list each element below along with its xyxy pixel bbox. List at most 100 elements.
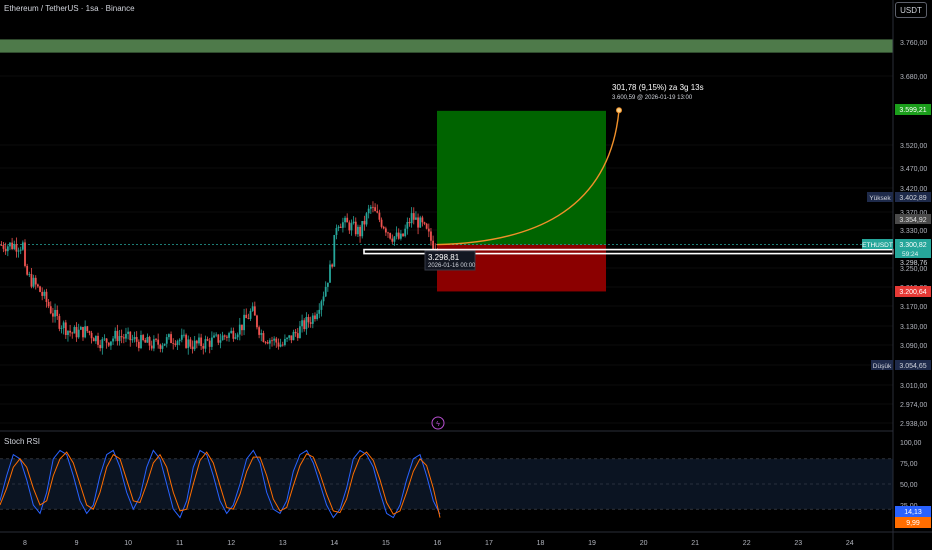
candle-body [318, 309, 321, 314]
price-tick-label: 3.250,00 [900, 266, 927, 273]
candle-body [97, 335, 99, 345]
high-tag [867, 192, 893, 202]
time-axis[interactable]: 8 9 10 11 12 13 14 15 16 17 18 19 20 21 22 23 24 [23, 540, 854, 547]
candle-body [19, 249, 22, 251]
stop-price-text: 3.200,64 [899, 289, 926, 296]
candle-body [365, 213, 368, 225]
candle-body [185, 334, 187, 348]
time-tick-label: 12 [227, 540, 235, 547]
rsi-title[interactable]: Stoch RSI [4, 437, 41, 446]
candle-body [333, 235, 336, 267]
crosshair-label: 3.298,81 2026-01-16 00:00 [424, 250, 476, 271]
candles-layer [0, 201, 439, 355]
candle-body [187, 339, 190, 348]
candle-body [389, 233, 392, 239]
candle-body [161, 345, 164, 349]
chart-title[interactable]: Ethereum / TetherUS · 1sa · Binance [4, 4, 135, 13]
high-price-text: 3.402,89 [899, 195, 926, 202]
candle-body [363, 221, 366, 225]
rsi-k-text: 14,13 [904, 509, 922, 516]
projection-dot[interactable] [616, 107, 622, 114]
marker-price-text: 3.354,92 [899, 217, 926, 224]
candle-body [6, 246, 9, 252]
candle-body [412, 213, 415, 220]
candle-body [157, 339, 160, 345]
candle-body [241, 324, 243, 331]
candle-body [421, 217, 424, 223]
candle-body [273, 338, 276, 341]
candle-body [193, 340, 196, 350]
candle-body [131, 339, 134, 341]
candle-body [142, 335, 145, 341]
candle-body [127, 331, 129, 334]
candle-body [54, 309, 56, 317]
candle-body [268, 340, 271, 344]
symbol-tag-text: ETHUSDT [862, 242, 893, 249]
candle-body [174, 343, 177, 345]
time-tick-label: 17 [485, 540, 493, 547]
candle-body [314, 315, 316, 320]
target-price-text: 3.599,21 [899, 107, 926, 114]
candle-body [348, 222, 351, 231]
candle-body [374, 207, 377, 212]
candle-body [359, 226, 361, 237]
candle-body [112, 338, 114, 342]
candle-body [75, 327, 78, 338]
candle-body [94, 335, 97, 342]
candle-body [350, 223, 353, 231]
candle-body [283, 339, 286, 346]
candle-body [159, 344, 162, 349]
candle-body [281, 344, 284, 346]
candle-body [39, 286, 41, 292]
target-price-badge [895, 104, 931, 115]
candle-body [206, 339, 209, 341]
candle-body [397, 232, 400, 239]
candle-body [286, 337, 288, 340]
candle-body [253, 306, 256, 316]
time-tick-label: 13 [279, 540, 287, 547]
candle-body [378, 212, 381, 220]
candle-body [406, 221, 409, 229]
candle-body [357, 226, 359, 235]
lightning-icon[interactable]: ϟ [436, 421, 440, 428]
lightning-icon-ring[interactable] [431, 416, 445, 430]
candle-body [9, 242, 11, 247]
candle-body [423, 222, 426, 224]
candle-body [238, 324, 241, 335]
candle-body [77, 329, 80, 338]
candle-body [69, 330, 72, 333]
candle-body [215, 334, 218, 336]
candle-body [292, 331, 295, 341]
candle-body [432, 240, 435, 249]
candle-body [56, 309, 59, 317]
crosshair-price: 3.298,81 [428, 253, 460, 262]
price-tick-label: 3.420,00 [900, 186, 927, 193]
profit-zone[interactable] [437, 110, 606, 245]
candle-body [105, 338, 108, 343]
candle-body [404, 228, 407, 237]
candle-body [425, 223, 428, 229]
candle-body [30, 274, 33, 287]
candle-body [430, 231, 432, 241]
candle-body [144, 340, 147, 343]
time-tick-label: 11 [176, 540, 183, 547]
candle-body [408, 221, 411, 224]
candle-body [294, 331, 297, 334]
candle-body [49, 306, 52, 314]
stop-price-badge [895, 286, 931, 297]
candle-body [228, 333, 230, 338]
candle-body [116, 330, 119, 342]
candle-body [60, 328, 63, 329]
candle-body [372, 206, 374, 208]
candle-body [165, 337, 168, 344]
time-tick-label: 18 [537, 540, 545, 547]
candle-body [249, 310, 252, 319]
currency-button[interactable]: USDT [895, 2, 927, 18]
time-tick-label: 16 [434, 540, 442, 547]
candle-body [4, 248, 7, 252]
candle-body [417, 217, 419, 228]
candle-body [217, 334, 220, 343]
rsi-d-text: 9,99 [906, 520, 920, 527]
time-tick-label: 9 [75, 540, 79, 547]
